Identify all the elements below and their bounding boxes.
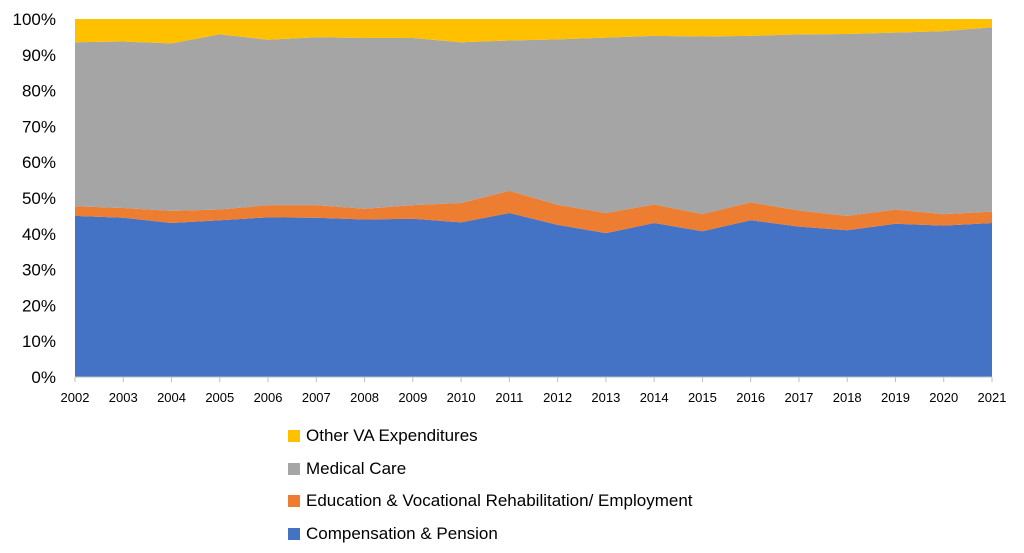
- y-tick-label: 60%: [22, 153, 56, 172]
- area-series-1: [75, 190, 992, 234]
- x-tick-label: 2014: [640, 390, 669, 405]
- area-series-3: [75, 19, 992, 44]
- x-tick-label: 2020: [929, 390, 958, 405]
- area-series-2: [75, 27, 992, 216]
- x-tick-label: 2016: [736, 390, 765, 405]
- x-tick-label: 2004: [157, 390, 186, 405]
- legend-item: Compensation & Pension: [288, 518, 693, 551]
- y-tick-label: 70%: [22, 117, 56, 136]
- x-tick-label: 2003: [109, 390, 138, 405]
- x-tick-label: 2009: [398, 390, 427, 405]
- legend-label: Medical Care: [306, 458, 407, 478]
- legend-swatch: [288, 527, 300, 540]
- legend-swatch: [288, 495, 300, 508]
- y-tick-label: 80%: [22, 82, 56, 101]
- x-tick-label: 2021: [978, 390, 1007, 405]
- x-tick-label: 2012: [543, 390, 572, 405]
- x-tick-label: 2005: [205, 390, 234, 405]
- legend-label: Compensation & Pension: [306, 523, 498, 543]
- y-tick-label: 20%: [22, 296, 56, 315]
- x-tick-label: 2017: [784, 390, 813, 405]
- area-series-group: [75, 19, 992, 377]
- y-tick-label: 50%: [22, 189, 56, 208]
- y-tick-label: 100%: [13, 10, 56, 29]
- x-tick-label: 2019: [881, 390, 910, 405]
- x-tick-label: 2013: [591, 390, 620, 405]
- y-tick-label: 0%: [31, 368, 56, 387]
- y-tick-label: 10%: [22, 332, 56, 351]
- legend: Other VA Expenditures Medical Care Educati…: [288, 420, 693, 550]
- legend-label: Education & Vocational Rehabilitation/ E…: [306, 491, 693, 511]
- legend-item: Education & Vocational Rehabilitation/ E…: [288, 485, 693, 518]
- x-tick-label: 2006: [254, 390, 283, 405]
- x-tick-label: 2007: [302, 390, 331, 405]
- x-tick-label: 2015: [688, 390, 717, 405]
- x-tick-label: 2008: [350, 390, 379, 405]
- legend-item: Medical Care: [288, 453, 693, 486]
- x-tick-label: 2018: [833, 390, 862, 405]
- legend-item: Other VA Expenditures: [288, 420, 693, 453]
- y-tick-label: 30%: [22, 261, 56, 280]
- y-tick-label: 40%: [22, 225, 56, 244]
- area-series-0: [75, 213, 992, 377]
- axes-group: 0% 10% 20% 30% 40% 50% 60% 70% 80% 90% 100% 2002 200…: [13, 10, 1007, 405]
- legend-swatch: [288, 430, 300, 443]
- y-tick-label: 90%: [22, 46, 56, 65]
- x-tick-label: 2011: [495, 390, 523, 405]
- x-tick-label: 2010: [447, 390, 476, 405]
- x-tick-label: 2002: [61, 390, 90, 405]
- legend-label: Other VA Expenditures: [306, 426, 478, 446]
- legend-swatch: [288, 462, 300, 475]
